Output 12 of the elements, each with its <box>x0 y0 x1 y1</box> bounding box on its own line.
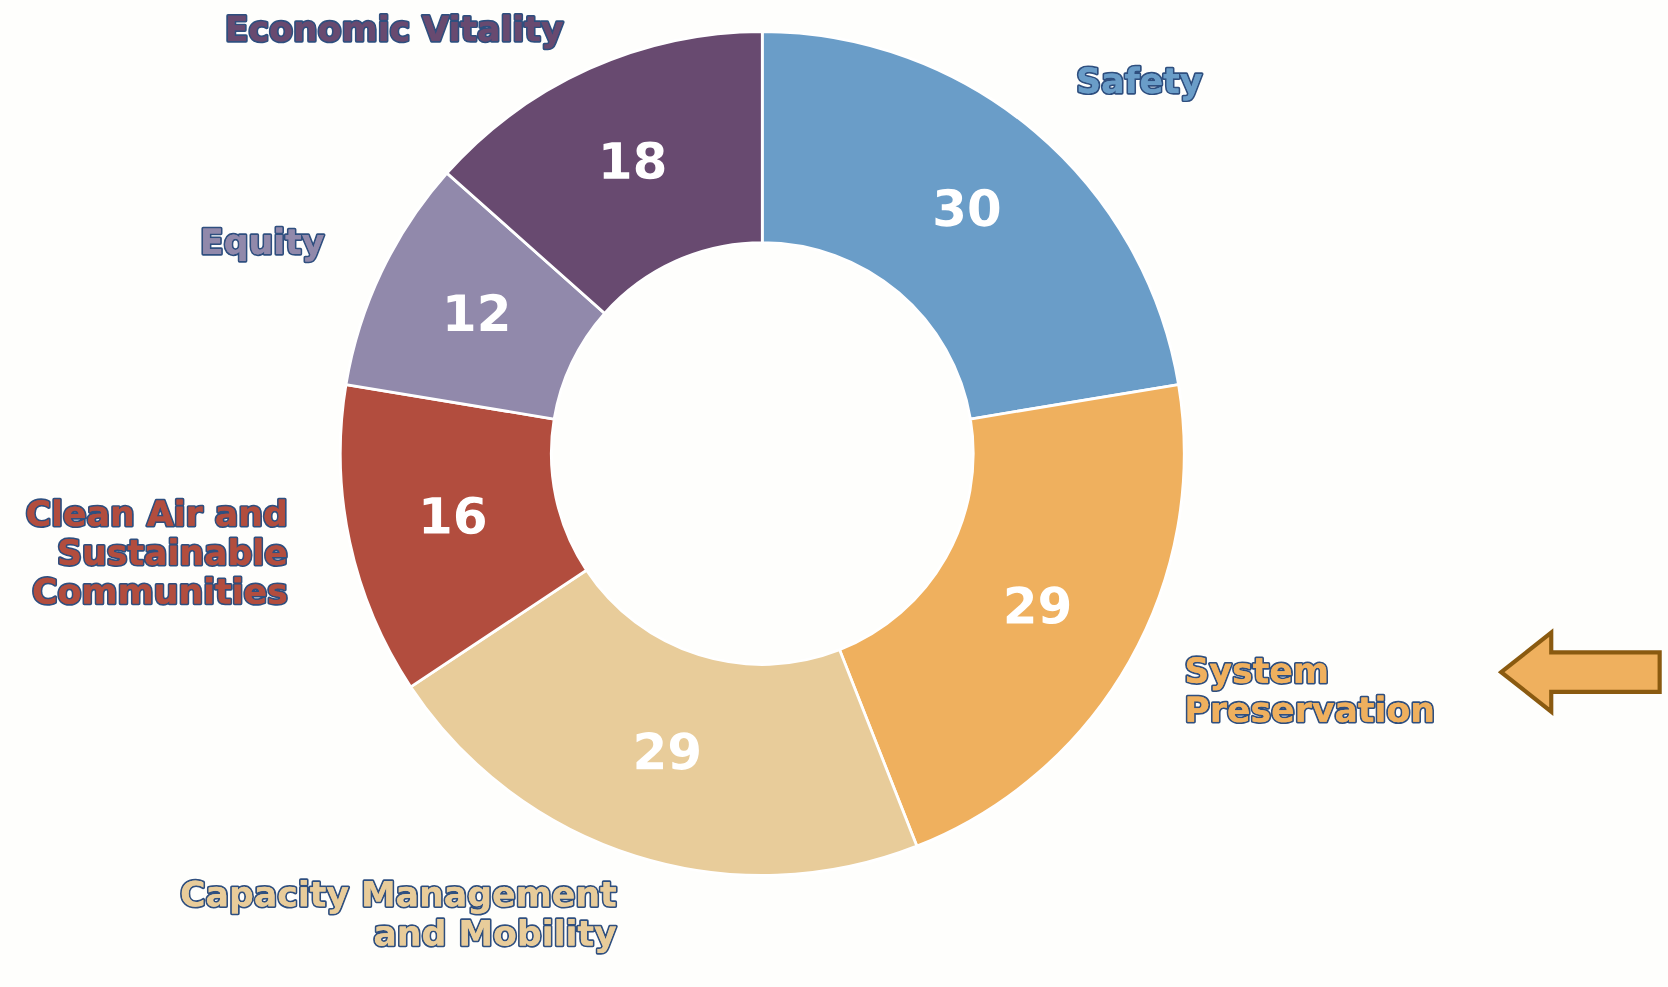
data-label: 18 <box>603 141 665 180</box>
legend-label: System Preservation <box>1186 656 1433 723</box>
slice-label: Equity <box>203 227 324 262</box>
slice-label: Capacity Management and Mobility <box>181 879 617 953</box>
slice-label: Economic Vitality <box>228 14 563 49</box>
data-label: 29 <box>1006 586 1070 625</box>
data-label: 30 <box>935 188 1000 227</box>
data-label: 29 <box>636 732 699 770</box>
slice-label: Safety <box>1078 66 1202 101</box>
data-label: 12 <box>447 293 508 331</box>
slice-label: Clean Air and Sustainable Communities <box>27 499 287 605</box>
data-label: 16 <box>423 496 485 535</box>
